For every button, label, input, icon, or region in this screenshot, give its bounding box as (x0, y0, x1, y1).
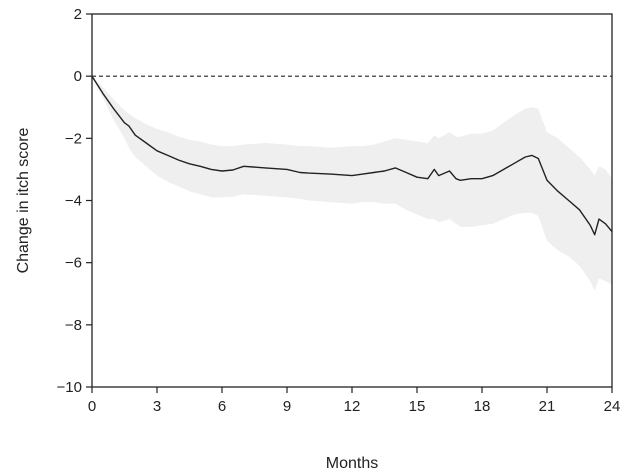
x-tick-label: 3 (153, 398, 161, 415)
y-tick-label: −8 (65, 317, 82, 334)
data-line-layer (91, 75, 613, 236)
x-tick-label: 6 (218, 398, 226, 415)
x-tick-label: 0 (88, 398, 96, 415)
x-tick-label: 24 (604, 398, 621, 415)
x-axis: 0 3 6 9 12 15 18 21 24 (88, 387, 621, 415)
x-tick-label: 18 (474, 398, 491, 415)
confidence-band-layer (92, 76, 612, 291)
y-axis-title: Change in itch score (15, 127, 32, 273)
x-tick-label: 9 (283, 398, 291, 415)
y-tick-label: 0 (74, 68, 82, 85)
x-tick-label: 12 (344, 398, 361, 415)
x-tick-label: 21 (539, 398, 556, 415)
y-tick-label: −4 (65, 193, 82, 210)
y-tick-label: −10 (57, 379, 82, 396)
y-axis: 2 0 −2 −4 −6 −8 −10 (57, 6, 92, 396)
y-tick-label: −6 (65, 255, 82, 272)
y-tick-label: −2 (65, 130, 82, 147)
confidence-band (92, 76, 612, 291)
x-axis-title: Months (326, 455, 378, 472)
x-tick-label: 15 (409, 398, 426, 415)
itch-score-line (91, 75, 613, 236)
y-tick-label: 2 (74, 6, 82, 23)
